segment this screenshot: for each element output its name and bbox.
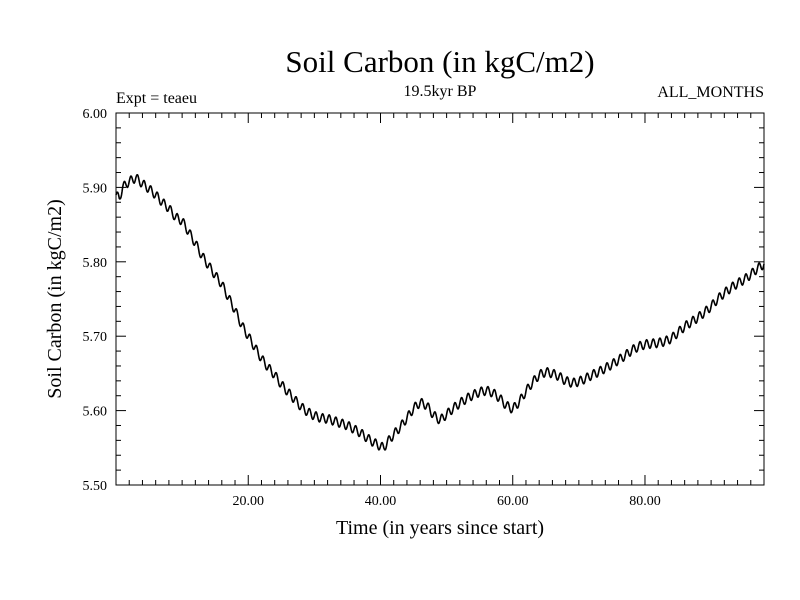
x-axis-label: Time (in years since start): [336, 517, 544, 539]
months-label: ALL_MONTHS: [657, 84, 764, 101]
x-axis-tick-labels: 20.00 40.00 60.00 80.00: [232, 494, 660, 509]
x-axis-ticks: [128, 113, 752, 485]
y-axis-label: Soil Carbon (in kgC/m2): [44, 199, 66, 398]
y-tick-label: 5.60: [83, 405, 108, 420]
plot-frame: [115, 112, 765, 486]
chart-title: Soil Carbon (in kgC/m2): [285, 44, 594, 79]
y-tick-label: 5.80: [83, 256, 108, 271]
y-tick-label: 5.70: [83, 330, 108, 345]
y-axis-ticks: [116, 112, 764, 486]
x-tick-label: 20.00: [232, 494, 264, 509]
x-tick-label: 40.00: [365, 494, 397, 509]
x-tick-label: 60.00: [497, 494, 529, 509]
y-tick-label: 6.00: [83, 107, 108, 122]
x-tick-label: 80.00: [629, 494, 661, 509]
y-axis-tick-labels: 5.50 5.60 5.70 5.80 5.90 6.00: [83, 107, 108, 494]
y-tick-label: 5.50: [83, 479, 108, 494]
y-tick-label: 5.90: [83, 181, 108, 196]
chart-subtitle: 19.5kyr BP: [404, 83, 477, 100]
soil-carbon-series-line: [115, 173, 765, 451]
experiment-label: Expt = teaeu: [116, 90, 197, 107]
